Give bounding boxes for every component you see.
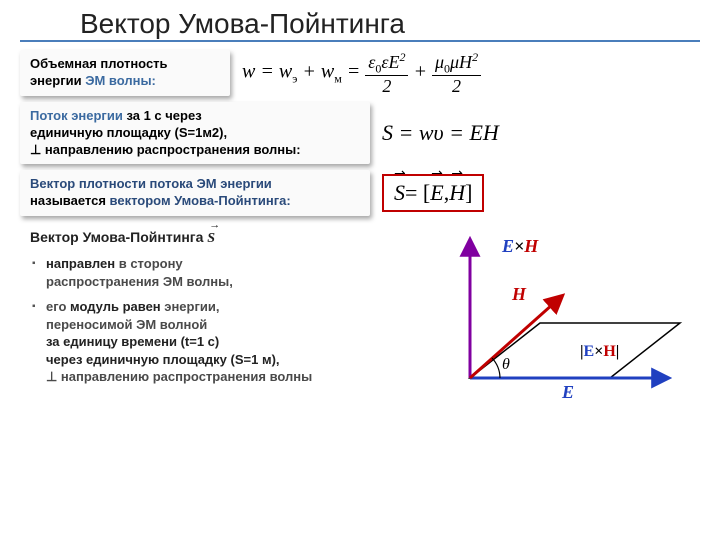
f1-d1: 2 [365, 76, 408, 95]
card1-line2a: энергии [30, 73, 85, 88]
card-poynting: Вектор плотности потока ЭМ энергии назыв… [20, 170, 370, 216]
card-energy-density: Объемная плотность энергии ЭМ волны: [20, 50, 230, 96]
page-title: Вектор Умова-Пойнтинга [80, 8, 700, 40]
c2-l2: единичную площадку (S=1м2), [30, 125, 227, 140]
vec-E: E [430, 180, 443, 206]
c3-l2a: называется [30, 193, 110, 208]
f1-n2a: μ [435, 52, 444, 72]
row-energy-density: Объемная плотность энергии ЭМ волны: w =… [20, 50, 700, 96]
card1-line1: Объемная плотность [30, 56, 168, 71]
vec-H: H [449, 180, 465, 206]
f1-plus: + w [297, 60, 334, 82]
bullet-magnitude: его модуль равен энергии, переносимой ЭМ… [36, 298, 430, 386]
f1-frac2: μ0μH2 2 [432, 51, 481, 95]
f1-plus2: + [413, 60, 432, 82]
axis-S [470, 296, 562, 378]
b2d: переносимой ЭМ волной [46, 317, 207, 332]
f1-eq: = [342, 60, 366, 82]
b1b: в сторону [119, 256, 183, 271]
b2a: его [46, 299, 70, 314]
bullet-direction: направлен в сторону распространения ЭМ в… [36, 255, 430, 290]
b2f: через единичную площадку (S=1 м), [46, 352, 280, 367]
bottom-text: Вектор Умова-Пойнтинга S направлен в сто… [30, 228, 430, 408]
b1c: распространения ЭМ волны, [46, 274, 233, 289]
c2-l1a: Поток энергии [30, 108, 126, 123]
title-bar: Вектор Умова-Пойнтинга [20, 0, 700, 42]
vec-S: S [394, 180, 405, 206]
bottom-section: Вектор Умова-Пойнтинга S направлен в сто… [30, 228, 700, 408]
f1-n2b: μH [450, 52, 472, 72]
b2b: модуль равен [70, 299, 164, 314]
b1a: направлен [46, 256, 119, 271]
bh-a: Вектор Умова-Пойнтинга [30, 229, 207, 245]
card1-line2b: ЭМ волны: [85, 73, 156, 88]
formula-poynting-box: S = [E, H] [382, 174, 484, 212]
c2-l3: ⊥ направлению распространения волны: [30, 142, 301, 157]
f1-d2: 2 [432, 76, 481, 95]
b2g: ⊥ направлению распространения волны [46, 369, 312, 384]
formula-flux: S = wυ = EH [382, 120, 499, 146]
c3-l2b: вектором Умова-Пойнтинга: [110, 193, 291, 208]
label-ExH: E×H [501, 236, 539, 256]
diagram-svg: E H E×H |E×H| θ [440, 228, 700, 408]
c2-l1b: за 1 с через [126, 108, 201, 123]
f1-lhs: w = w [242, 60, 292, 82]
c3-l1: Вектор плотности потока ЭМ энергии [30, 176, 272, 191]
vector-diagram: E H E×H |E×H| θ [440, 228, 700, 408]
angle-arc [492, 358, 500, 378]
b2c: энергии, [164, 299, 219, 314]
label-E: E [561, 382, 574, 402]
formula-energy-density: w = wэ + wм = ε0εE2 2 + μ0μH2 2 [242, 51, 481, 95]
card-energy-flux: Поток энергии за 1 с через единичную пло… [20, 102, 370, 165]
label-magExH: |E×H| [580, 343, 619, 360]
b2e: за единицу времени (t=1 с) [46, 334, 219, 349]
f1-frac1: ε0εE2 2 [365, 51, 408, 95]
bottom-header: Вектор Умова-Пойнтинга S [30, 228, 430, 249]
row-poynting: Вектор плотности потока ЭМ энергии назыв… [20, 170, 700, 216]
bh-b: S [207, 230, 215, 249]
label-H: H [511, 284, 527, 304]
f1-n1b: εE [381, 52, 399, 72]
f1-sub2: м [334, 71, 342, 85]
row-energy-flux: Поток энергии за 1 с через единичную пло… [20, 102, 700, 165]
f3-close: ] [465, 180, 472, 206]
label-theta: θ [502, 356, 510, 373]
f3-eq: = [ [405, 180, 430, 206]
